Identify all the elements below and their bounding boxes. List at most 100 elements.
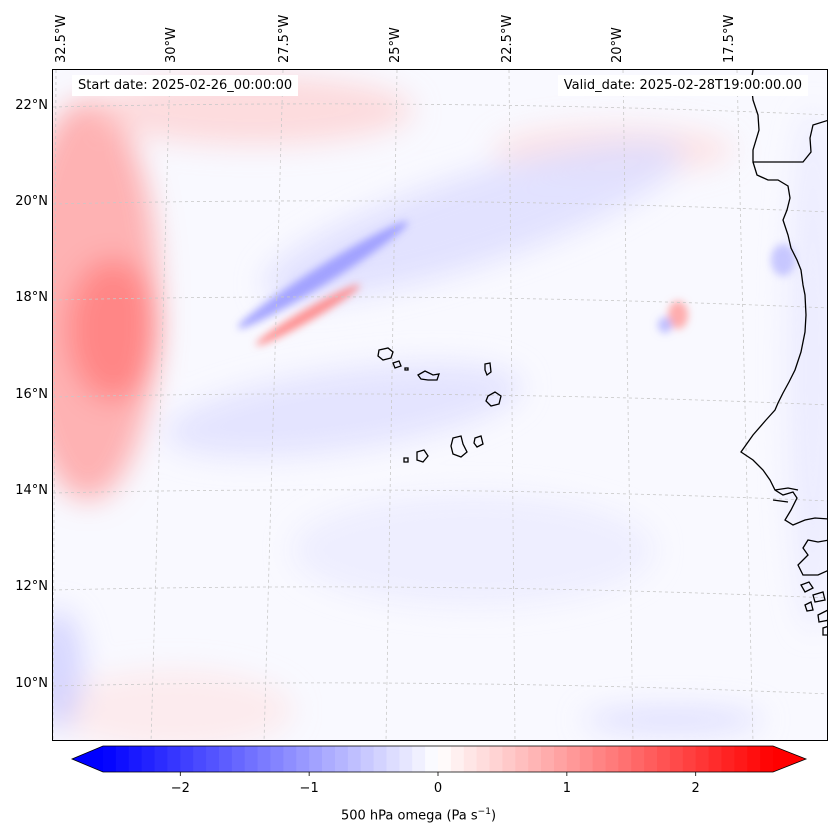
colorbar-cell [309, 746, 323, 772]
colorbar-cell [218, 746, 233, 772]
meridian-27-5w [263, 70, 284, 740]
lat-label-18n: 18°N [15, 290, 48, 305]
parallel-20n [53, 200, 827, 213]
coastlines [377, 70, 827, 636]
colorbar-cell [592, 746, 607, 772]
colorbar-cell [244, 746, 259, 772]
blue-patch-center [293, 495, 653, 605]
lat-label-22n: 22°N [15, 98, 48, 113]
meridian-25w [385, 70, 398, 740]
colorbar-cell [154, 746, 169, 772]
island-fogo [416, 449, 429, 463]
colorbar-cell [579, 746, 594, 772]
colorbar-cell [334, 746, 349, 772]
colorbar-cell [760, 746, 774, 772]
colorbar-cell [373, 746, 388, 772]
colorbar-tick-label: 1 [562, 781, 571, 796]
lon-label-30w: 30°W [164, 27, 179, 63]
colorbar [70, 745, 808, 776]
lat-label-10n: 10°N [15, 676, 48, 691]
island-santo-antao [377, 347, 394, 361]
red-spot-east [668, 301, 688, 329]
valid-date-label: Valid_date: 2025-02-28T19:00:00.00 [557, 75, 808, 96]
colorbar-extend-high [773, 746, 806, 772]
colorbar-cell [141, 746, 156, 772]
parallel-16n [53, 393, 827, 406]
west-africa-coast [740, 70, 827, 526]
colorbar-cell [180, 746, 194, 772]
guinea-bissau-coast [797, 539, 827, 576]
colorbar-label-exponent: −1 [477, 807, 491, 817]
colorbar-cell [631, 746, 645, 772]
blue-patch-west-south [53, 610, 83, 730]
blue-band-south [164, 363, 522, 457]
colorbar-cell [296, 746, 310, 772]
colorbar-cell [270, 746, 284, 772]
colorbar-cell [489, 746, 504, 772]
colorbar-cell [566, 746, 581, 772]
blue-spot-coast [771, 244, 795, 276]
colorbar-cell [128, 746, 143, 772]
lon-label-27-5w: 27.5°W [277, 14, 292, 63]
colorbar-extend-low [72, 746, 103, 772]
colorbar-cell [283, 746, 297, 772]
island-boa-vista [485, 391, 502, 407]
lat-label-12n: 12°N [15, 579, 48, 594]
map-panel [52, 69, 828, 741]
red-streak [255, 284, 361, 346]
colorbar-cell [553, 746, 568, 772]
bissagos-islands [800, 581, 827, 636]
colorbar-cell [425, 746, 439, 772]
lon-label-17-5w: 17.5°W [722, 14, 737, 63]
omega-shading-fine [238, 221, 795, 346]
colorbar-tick-label: 2 [691, 781, 700, 796]
colorbar-cell [450, 746, 465, 772]
island-sao-vicente [392, 360, 402, 369]
colorbar-cell [360, 746, 375, 772]
lon-label-22-5w: 22.5°W [500, 14, 515, 63]
parallel-10n [53, 682, 827, 695]
colorbar-cell [682, 746, 697, 772]
colorbar-ticks [179, 772, 697, 776]
island-santa-luzia [404, 367, 409, 371]
colorbar-cell [657, 746, 671, 772]
colorbar-cell [541, 746, 555, 772]
blue-spot-east [658, 317, 672, 333]
colorbar-cell [747, 746, 761, 772]
colorbar-cell [412, 746, 426, 772]
omega-field-map [53, 70, 827, 740]
lon-label-20w: 20°W [610, 27, 625, 63]
colorbar-cell [206, 746, 220, 772]
colorbar-cell [721, 746, 735, 772]
colorbar-cell [257, 746, 272, 772]
colorbar-tick-label: −1 [299, 781, 319, 796]
colorbar-cell [695, 746, 710, 772]
island-maio [473, 435, 484, 448]
blue-streak [238, 221, 408, 329]
gambia-river [772, 487, 799, 503]
colorbar-cell [231, 746, 246, 772]
colorbar-cells [72, 746, 806, 772]
colorbar-label-text: 500 hPa omega (Pa s [340, 808, 478, 824]
colorbar-cell [438, 746, 452, 772]
lat-label-14n: 14°N [15, 483, 48, 498]
red-core-west [68, 260, 158, 400]
colorbar-cell [605, 746, 619, 772]
gridlines [53, 70, 827, 740]
colorbar-cell [463, 746, 478, 772]
island-santiago [450, 435, 468, 458]
lat-label-16n: 16°N [15, 387, 48, 402]
colorbar-cell [167, 746, 181, 772]
colorbar-cell [708, 746, 723, 772]
colorbar-cell [193, 746, 207, 772]
blue-band-north [263, 139, 683, 301]
colorbar-cell [347, 746, 362, 772]
omega-shading [53, 75, 827, 740]
meridian-20w [622, 70, 634, 740]
colorbar-cell [734, 746, 748, 772]
colorbar-cell [618, 746, 632, 772]
meridian-17-5w [736, 70, 754, 740]
colorbar-cell [399, 746, 413, 772]
colorbar-outline [70, 745, 808, 773]
start-date-label: Start date: 2025-02-26_00:00:00 [72, 75, 299, 96]
